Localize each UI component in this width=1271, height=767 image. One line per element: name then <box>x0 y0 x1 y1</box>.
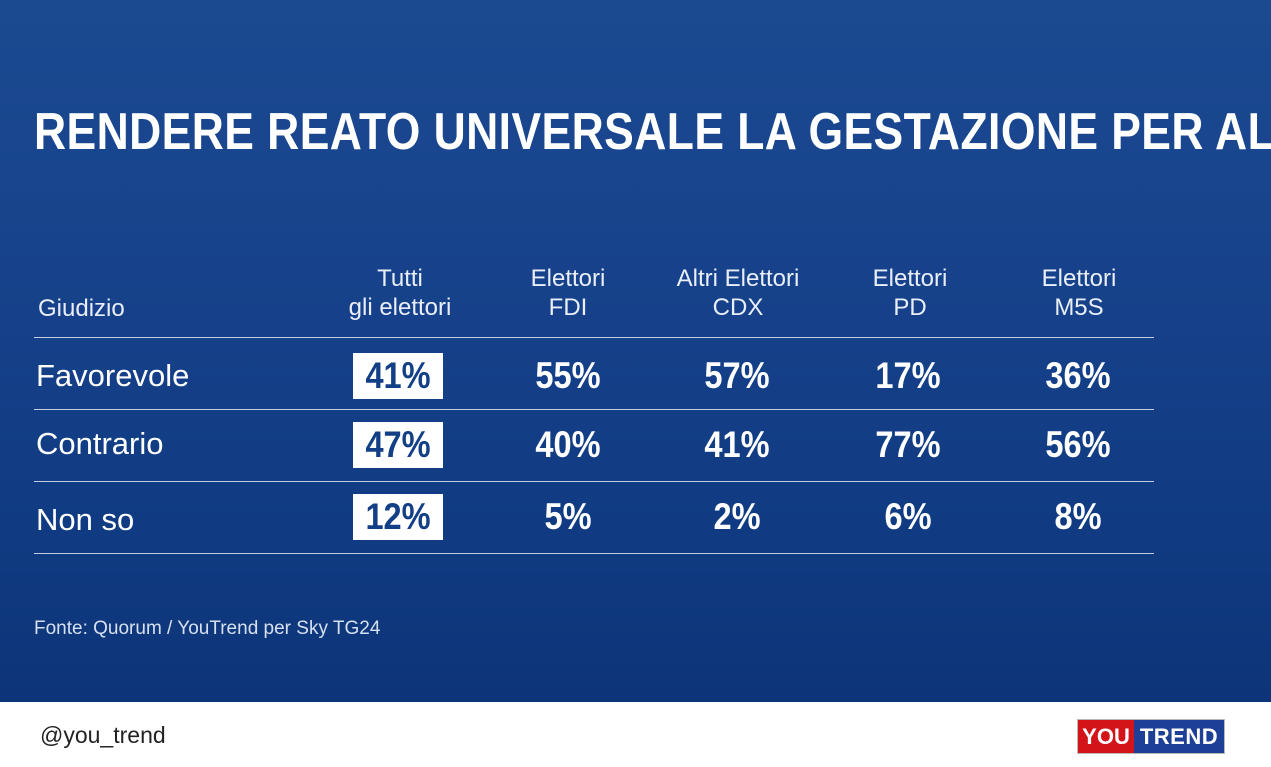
cell-value: 47% <box>365 424 431 465</box>
highlight-cell: 12% <box>353 494 443 540</box>
cell-value: 77% <box>875 424 941 465</box>
social-handle: @you_trend <box>40 722 166 748</box>
cell-value: 56% <box>1045 424 1111 465</box>
cell-value: 5% <box>544 496 592 537</box>
logo-trend-part: TREND <box>1134 720 1224 753</box>
column-header-line1: Tutti <box>377 265 423 292</box>
cell-value: 41% <box>365 355 431 396</box>
cell-value: 36% <box>1045 355 1111 396</box>
column-header-line2: CDX <box>712 294 764 321</box>
row-header: Giudizio <box>38 294 125 323</box>
youtrend-logo: YOU TREND <box>1077 719 1225 754</box>
highlight-cell: 47% <box>353 422 443 468</box>
column-header-line1: Elettori <box>872 265 948 292</box>
cell-value: 17% <box>875 355 941 396</box>
cell-value: 57% <box>704 355 770 396</box>
column-header-line2: PD <box>893 294 927 321</box>
row-label-favorevole: Favorevole <box>36 358 190 393</box>
row-label-non-so: Non so <box>36 502 135 537</box>
cell-value: 41% <box>704 424 770 465</box>
column-header-line2: FDI <box>548 294 588 321</box>
column-header-fdi: Elettori FDI <box>488 264 648 322</box>
chart-title: RENDERE REATO UNIVERSALE LA GESTAZIONE P… <box>34 103 1271 161</box>
cell-value: 6% <box>884 496 932 537</box>
cell-value: 55% <box>535 355 601 396</box>
column-header-line2: gli elettori <box>348 294 452 321</box>
column-header-line2: M5S <box>1054 294 1104 321</box>
infographic-panel: RENDERE REATO UNIVERSALE LA GESTAZIONE P… <box>0 0 1271 702</box>
column-header-line1: Elettori <box>1041 265 1117 292</box>
column-header-m5s: Elettori M5S <box>999 264 1159 322</box>
column-header-line1: Altri Elettori <box>676 265 800 292</box>
row-label-contrario: Contrario <box>36 426 164 461</box>
cell-value: 2% <box>713 496 761 537</box>
column-header-pd: Elettori PD <box>830 264 990 322</box>
row-header-label: Giudizio <box>38 295 125 322</box>
cell-value: 40% <box>535 424 601 465</box>
column-header-tutti: Tutti gli elettori <box>320 264 480 322</box>
cell-value: 8% <box>1054 496 1102 537</box>
source-note: Fonte: Quorum / YouTrend per Sky TG24 <box>34 618 381 639</box>
table-rule <box>34 337 1154 338</box>
column-header-cdx: Altri Elettori CDX <box>648 264 828 322</box>
table-rule <box>34 481 1154 482</box>
table-rule <box>34 553 1154 554</box>
highlight-cell: 41% <box>353 353 443 399</box>
table-rule <box>34 409 1154 410</box>
logo-you-part: YOU <box>1078 720 1134 753</box>
column-header-line1: Elettori <box>530 265 606 292</box>
cell-value: 12% <box>365 496 431 537</box>
